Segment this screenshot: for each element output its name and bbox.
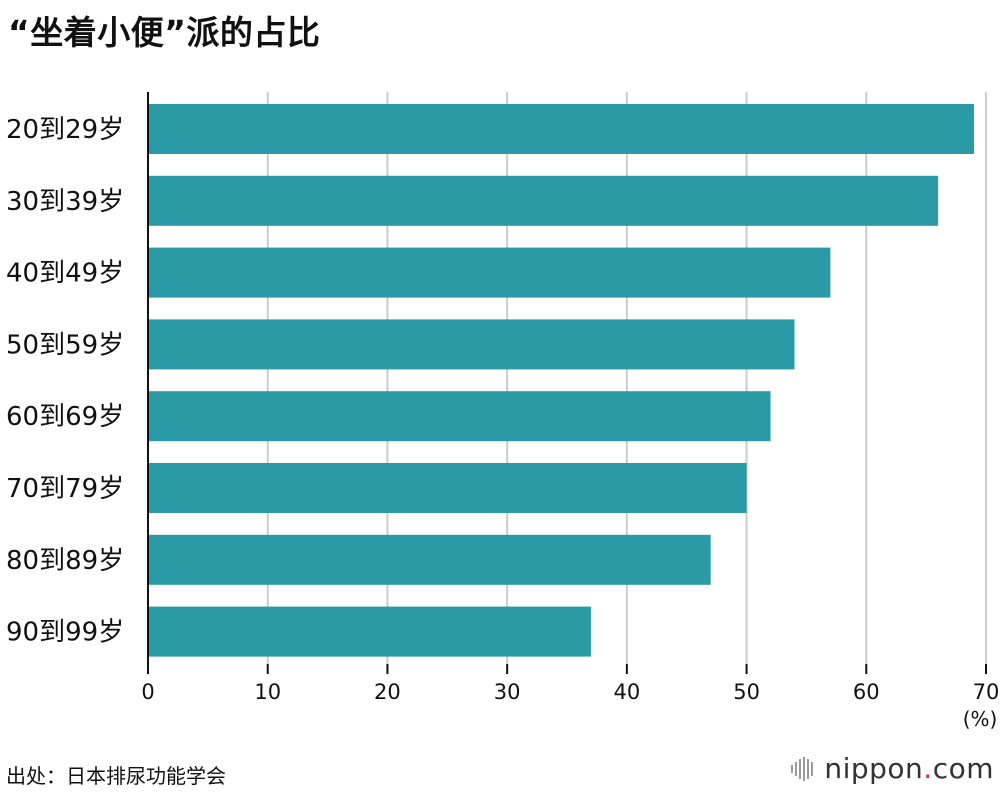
x-tick-label: 20 [374,680,401,704]
nippon-logo[interactable]: nippon.com [790,752,994,785]
x-tick-label: 0 [141,680,154,704]
bar [149,247,831,298]
axes: 0 10 20 30 40 50 60 70 [141,92,999,704]
source-note: 出处：日本排尿功能学会 [6,764,226,788]
brand-name: nippon [824,752,924,785]
bar [149,319,795,370]
category-label: 80到89岁 [6,546,124,576]
category-label: 60到69岁 [6,402,124,432]
bar [149,175,939,226]
category-label: 50到59岁 [6,330,124,360]
x-tick-label: 40 [613,680,640,704]
category-label: 20到29岁 [6,115,124,145]
category-labels: 20到29岁 30到39岁 40到49岁 50到59岁 60到69岁 70到79岁 80到8… [6,115,124,648]
chart-title: “坐着小便”派的占比 [8,13,321,52]
bars [149,104,975,657]
x-tick-label: 60 [853,680,880,704]
bar [149,391,771,442]
x-tick-label: 10 [254,680,281,704]
bar [149,463,747,513]
bar [149,606,591,657]
x-tick-label: 30 [494,680,521,704]
category-label: 90到99岁 [6,618,124,648]
x-tick-label: 70 [973,680,1000,704]
x-axis-unit: (%) [963,707,998,731]
category-label: 70到79岁 [6,474,124,504]
brand-tld: com [932,752,994,785]
bar [149,534,711,585]
brand-dot: . [923,752,933,785]
bar [149,104,975,154]
category-label: 40到49岁 [6,259,124,289]
x-tick-label: 50 [733,680,760,704]
brand-wordmark: nippon.com [824,752,994,785]
category-label: 30到39岁 [6,187,124,217]
nippon-wave-icon [791,756,814,781]
